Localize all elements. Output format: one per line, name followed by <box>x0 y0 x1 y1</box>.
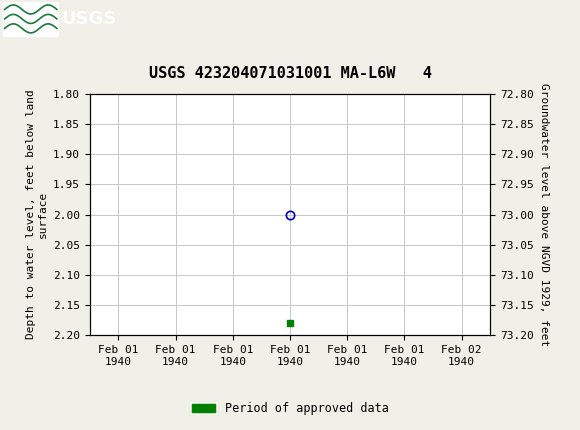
Legend: Period of approved data: Period of approved data <box>187 397 393 420</box>
Text: USGS: USGS <box>61 10 116 28</box>
FancyBboxPatch shape <box>3 2 58 36</box>
Y-axis label: Depth to water level, feet below land
surface: Depth to water level, feet below land su… <box>26 90 48 339</box>
Text: USGS 423204071031001 MA-L6W   4: USGS 423204071031001 MA-L6W 4 <box>148 66 432 81</box>
Y-axis label: Groundwater level above NGVD 1929, feet: Groundwater level above NGVD 1929, feet <box>539 83 549 346</box>
